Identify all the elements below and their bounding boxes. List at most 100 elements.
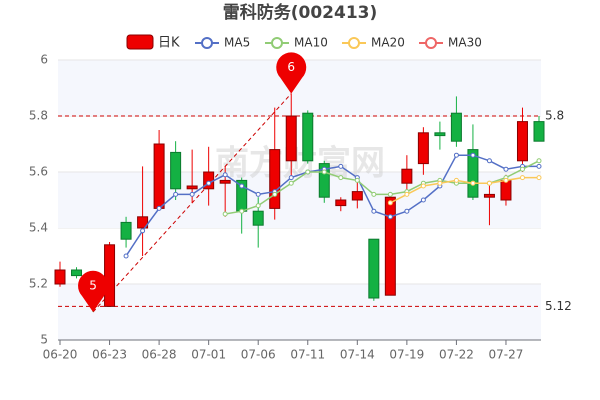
grid-band [58, 284, 541, 340]
ma-point [503, 177, 509, 183]
ma-line [390, 176, 539, 204]
candle-body [71, 269, 83, 277]
candle-body [467, 149, 479, 198]
candle-body [170, 151, 182, 190]
ma-point [503, 166, 509, 172]
reference-label: 5.8 [545, 109, 564, 123]
ma-point [140, 228, 146, 234]
pin-label: 5 [89, 279, 97, 293]
ma-point [536, 175, 542, 181]
x-tick-label: 07-14 [340, 348, 375, 362]
x-tick-label: 07-11 [290, 348, 325, 362]
ma-point [470, 152, 476, 158]
y-tick-label: 5.8 [29, 109, 48, 123]
pin-shape [78, 270, 109, 312]
pin-label: 6 [287, 60, 295, 74]
x-tick-label: 07-06 [241, 348, 276, 362]
candle-body [269, 149, 281, 209]
x-tick-label: 07-27 [489, 348, 524, 362]
y-tick-label: 5 [40, 333, 48, 347]
x-tick-label: 06-20 [43, 348, 78, 362]
candle-body [417, 132, 429, 165]
ma-point [239, 208, 245, 214]
ma-point [123, 253, 129, 259]
candle-body [401, 168, 413, 184]
x-tick-label: 06-28 [142, 348, 177, 362]
y-tick-label: 5.4 [29, 221, 48, 235]
legend-dot [271, 37, 283, 49]
ma-point [387, 214, 393, 220]
candle-body [335, 199, 347, 207]
candle-body [483, 193, 495, 198]
ma-point [371, 191, 377, 197]
candle-body [120, 221, 132, 240]
ma-point [371, 208, 377, 214]
candle-body [434, 132, 446, 137]
candle-body [318, 163, 330, 198]
ma-point [486, 180, 492, 186]
candle-body [285, 115, 297, 162]
ma-point [272, 191, 278, 197]
x-tick-label: 06-23 [92, 348, 127, 362]
y-tick-label: 5.2 [29, 277, 48, 291]
ma-line [125, 154, 539, 257]
ma-point [453, 177, 459, 183]
legend-label: MA10 [294, 36, 328, 50]
ma-point [453, 152, 459, 158]
ma-point [173, 191, 179, 197]
legend-label: MA5 [224, 36, 250, 50]
legend-dot [201, 37, 213, 49]
ma-point [404, 208, 410, 214]
ma-point [288, 175, 294, 181]
ma-point [189, 191, 195, 197]
pin: 5 [78, 270, 109, 312]
pin: 6 [276, 52, 307, 94]
candle-body [252, 210, 264, 226]
candle-body [219, 179, 231, 184]
ma-point [536, 163, 542, 169]
ma-point [387, 200, 393, 206]
legend-label: 日K [158, 36, 180, 51]
y-tick-label: 6 [40, 53, 48, 67]
x-tick-label: 07-01 [191, 348, 226, 362]
candle-body [186, 185, 198, 190]
ma-point [420, 197, 426, 203]
ma-point [305, 169, 311, 175]
candle-body [533, 121, 545, 142]
ma-point [437, 180, 443, 186]
candle-body [153, 143, 165, 209]
ma-point [156, 205, 162, 211]
ma-point [486, 158, 492, 164]
ma-point [255, 191, 261, 197]
pin-shape [276, 52, 307, 94]
candle-body [516, 121, 528, 162]
legend-label: MA20 [371, 36, 405, 50]
ma-point [288, 180, 294, 186]
ma-point [222, 211, 228, 217]
legend-label: MA30 [448, 36, 482, 50]
x-tick-label: 07-22 [439, 348, 474, 362]
chart-title: 雷科防务(002413) [223, 2, 378, 23]
ma-point [470, 180, 476, 186]
ma-point [420, 183, 426, 189]
reference-label: 5.12 [545, 299, 572, 313]
x-tick-label: 07-19 [389, 348, 424, 362]
ma-point [536, 158, 542, 164]
candle-body [450, 112, 462, 142]
ma-point [255, 203, 261, 209]
ma-point [338, 175, 344, 181]
candle-body [500, 179, 512, 201]
ma-point [338, 163, 344, 169]
y-tick-label: 5.6 [29, 165, 48, 179]
candle-body [368, 238, 380, 299]
legend-dot [348, 37, 360, 49]
ma-point [387, 191, 393, 197]
candle-body [351, 191, 363, 201]
candle-body [54, 269, 66, 285]
legend-icon [126, 34, 154, 50]
ma-point [404, 191, 410, 197]
ma-point [239, 183, 245, 189]
ma-point [519, 166, 525, 172]
ma-point [222, 172, 228, 178]
